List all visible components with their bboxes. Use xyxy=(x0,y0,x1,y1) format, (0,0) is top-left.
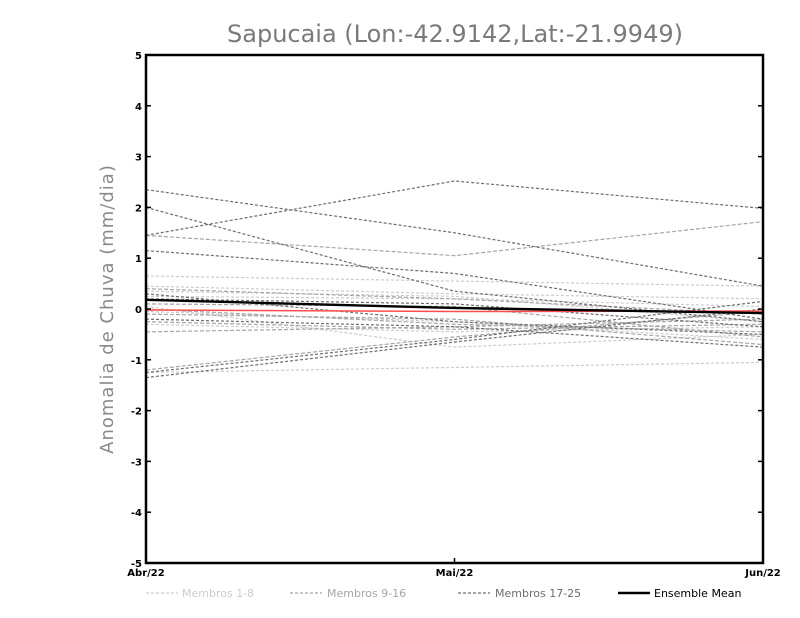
series-line-m9 xyxy=(145,221,764,257)
legend-label-2: Membros 9-16 xyxy=(327,587,406,600)
series-line-m13 xyxy=(145,318,764,333)
series-line-m23 xyxy=(145,318,764,348)
x-tick-label: Abr/22 xyxy=(127,568,164,579)
series-line-m20 xyxy=(145,249,764,320)
series-line-m21 xyxy=(145,300,764,374)
series-line-m22 xyxy=(145,308,764,379)
series-line-m8 xyxy=(145,285,764,300)
y-tick-label: -1 xyxy=(131,356,142,367)
legend-label-4: Ensemble Mean xyxy=(654,587,741,600)
legend-label-3: Membros 17-25 xyxy=(495,587,581,600)
series-line-m10 xyxy=(145,288,764,315)
y-axis-label: Anomalia de Chuva (mm/dia) xyxy=(97,164,118,454)
series-line-m25 xyxy=(145,293,764,335)
y-tick-label: -5 xyxy=(131,559,142,570)
y-tick-label: 5 xyxy=(135,51,142,62)
series-line-m17 xyxy=(145,189,764,287)
series-line-m1 xyxy=(145,275,764,287)
x-tick-label: Mai/22 xyxy=(436,568,474,579)
y-tick-label: -4 xyxy=(131,508,142,519)
x-tick-label: Jun/22 xyxy=(744,568,781,579)
y-tick-label: 0 xyxy=(135,305,142,316)
y-tick-label: -3 xyxy=(131,457,142,468)
series-line-m16 xyxy=(145,313,764,346)
series-line-m11 xyxy=(145,308,764,333)
y-tick-label: 3 xyxy=(135,153,142,164)
axes-layer: -5 -4 -3 -2 -1 0 1 2 3 4 5 Abr/22 Mai/22 Jun/22 xyxy=(127,51,781,579)
series-layer xyxy=(145,180,764,379)
legend: Membros 1-8 Membros 9-16 Membros 17-25 Ense… xyxy=(146,587,741,600)
series-line-m3 xyxy=(145,295,764,308)
y-tick-label: 1 xyxy=(135,254,142,265)
y-tick-label: 2 xyxy=(135,203,142,214)
series-line-m15 xyxy=(145,303,764,338)
series-line-m12 xyxy=(145,321,764,330)
series-line-m2 xyxy=(145,290,764,323)
series-line-m4 xyxy=(145,310,764,341)
chart-title: Sapucaia (Lon:-42.9142,Lat:-21.9949) xyxy=(227,20,683,48)
series-line-ensemble-mean xyxy=(145,298,764,315)
series-line-m6 xyxy=(145,361,764,374)
series-line-m5 xyxy=(145,323,764,333)
series-line-m18 xyxy=(145,180,764,236)
y-tick-label: 4 xyxy=(135,102,142,113)
legend-label-1: Membros 1-8 xyxy=(182,587,254,600)
series-line-m7 xyxy=(145,305,764,348)
series-line-m24 xyxy=(145,298,764,328)
y-tick-label: -2 xyxy=(131,407,142,418)
